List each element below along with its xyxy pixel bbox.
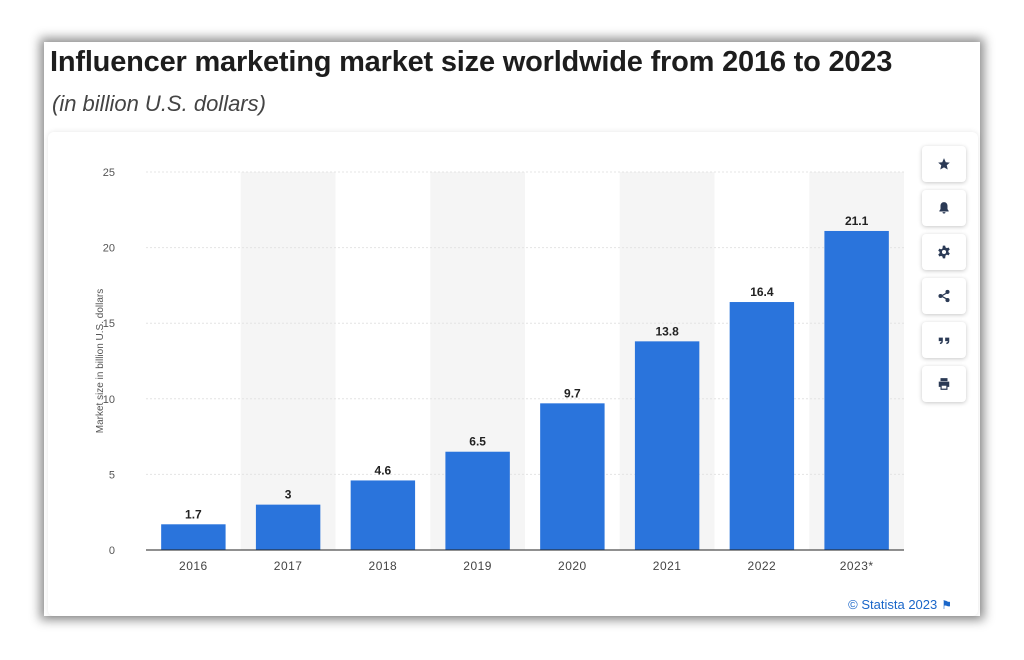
chart-panel: 0 5 10 15 20 25 1.7 2016 3 2017 4.6 2018 6.5 2019 9.7 2… [48,132,978,616]
data-label: 9.7 [564,386,581,400]
statista-credit[interactable]: © Statista 2023 ⚑ [848,597,952,612]
data-label: 4.6 [375,463,392,477]
share-button[interactable] [922,278,966,314]
y-tick-label: 25 [103,167,115,179]
bar [540,403,605,550]
settings-button[interactable] [922,234,966,270]
gear-icon [938,245,950,259]
x-tick-label: 2017 [274,559,303,573]
bar [729,302,795,550]
chart-card: Influencer marketing market size worldwi… [44,42,980,616]
data-label: 6.5 [469,435,486,449]
chart-title: Influencer marketing market size worldwi… [50,46,893,78]
print-button[interactable] [922,366,966,402]
x-tick-label: 2021 [653,559,682,573]
chart-toolbar [922,146,968,410]
bar [255,504,321,550]
y-tick-label: 10 [103,394,115,406]
y-tick-label: 5 [109,469,115,481]
y-tick-label: 15 [103,318,115,330]
y-axis-title: Market size in billion U.S. dollars [95,289,106,434]
data-label: 21.1 [845,214,869,228]
y-tick-label: 20 [103,243,115,255]
bar [161,524,226,550]
data-label: 13.8 [655,324,679,338]
credit-text: © Statista 2023 [848,597,938,612]
data-label: 1.7 [185,507,202,521]
x-tick-label: 2016 [179,559,208,573]
bar [350,480,416,550]
bar [445,451,510,550]
x-tick-label: 2023* [840,559,874,573]
star-icon [938,158,950,170]
flag-icon: ⚑ [941,598,952,612]
favorite-button[interactable] [922,146,966,182]
y-tick-label: 0 [109,545,115,557]
bell-icon [939,202,949,214]
column-band [240,172,336,550]
print-icon [938,378,950,390]
bar-chart: 0 5 10 15 20 25 1.7 2016 3 2017 4.6 2018 6.5 2019 9.7 2… [95,167,904,573]
bar [824,230,889,550]
cite-button[interactable] [922,322,966,358]
x-tick-label: 2019 [463,559,492,573]
bar [634,341,700,550]
data-label: 16.4 [750,285,774,299]
x-tick-label: 2022 [748,559,777,573]
data-label: 3 [285,488,292,502]
x-tick-label: 2020 [558,559,587,573]
quote-icon [938,337,950,345]
x-tick-label: 2018 [369,559,398,573]
chart-subtitle: (in billion U.S. dollars) [52,91,266,116]
share-icon [938,289,950,303]
notification-button[interactable] [922,190,966,226]
